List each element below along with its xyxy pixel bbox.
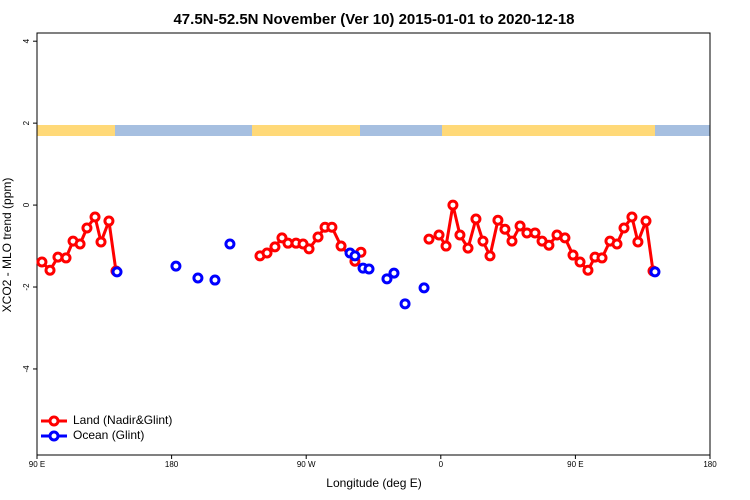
data-point: [611, 238, 623, 250]
data-point: [111, 266, 123, 278]
data-point: [529, 227, 541, 239]
y-tick-label: 4: [22, 38, 31, 43]
x-tick-label: 90 E: [29, 460, 45, 469]
data-point: [514, 220, 526, 232]
ocean-band: [360, 125, 442, 136]
data-point: [170, 260, 182, 272]
y-tick-label: -4: [22, 365, 31, 373]
ocean-band: [115, 125, 252, 136]
x-tick-label: 180: [165, 460, 179, 469]
ocean-band: [655, 125, 710, 136]
data-point: [303, 243, 315, 255]
data-point: [261, 247, 273, 259]
data-point: [192, 272, 204, 284]
data-point: [492, 214, 504, 226]
legend-marker: [48, 415, 60, 427]
data-point: [60, 252, 72, 264]
legend-label: Land (Nadir&Glint): [73, 413, 172, 427]
data-point: [335, 240, 347, 252]
data-point: [381, 273, 393, 285]
data-point: [81, 222, 93, 234]
data-point: [440, 240, 452, 252]
data-point: [470, 213, 482, 225]
chart-title: 47.5N-52.5N November (Ver 10) 2015-01-01…: [173, 11, 574, 28]
data-point: [499, 223, 511, 235]
x-tick-label: 180: [703, 460, 717, 469]
data-point: [312, 231, 324, 243]
land-band: [442, 125, 655, 136]
data-point: [326, 221, 338, 233]
data-point: [596, 252, 608, 264]
data-point: [454, 229, 466, 241]
data-point: [89, 211, 101, 223]
data-point: [36, 256, 48, 268]
y-tick-label: -2: [22, 283, 31, 291]
data-point: [388, 267, 400, 279]
land-band: [37, 125, 115, 136]
data-point: [103, 215, 115, 227]
x-axis-label: Longitude (deg E): [326, 476, 421, 490]
data-point: [559, 232, 571, 244]
data-point: [74, 238, 86, 250]
data-point: [399, 298, 411, 310]
x-tick-label: 90 W: [297, 460, 316, 469]
surface-band: [37, 125, 710, 136]
y-tick-label: 0: [22, 202, 31, 207]
data-point: [543, 239, 555, 251]
data-point: [477, 235, 489, 247]
data-point: [349, 250, 361, 262]
y-tick-label: 2: [22, 120, 31, 125]
data-point: [626, 211, 638, 223]
data-point: [423, 233, 435, 245]
data-point: [640, 215, 652, 227]
data-point: [418, 282, 430, 294]
data-point: [632, 236, 644, 248]
data-point: [44, 264, 56, 276]
data-point: [433, 229, 445, 241]
x-tick-label: 0: [439, 460, 444, 469]
data-point: [574, 256, 586, 268]
legend-marker: [48, 430, 60, 442]
data-point: [269, 241, 281, 253]
data-point: [582, 264, 594, 276]
legend-label: Ocean (Glint): [73, 428, 144, 442]
data-point: [447, 199, 459, 211]
data-point: [363, 263, 375, 275]
x-tick-label: 90 E: [567, 460, 583, 469]
data-point: [618, 222, 630, 234]
data-point: [567, 249, 579, 261]
data-point: [95, 236, 107, 248]
plot-frame: [36, 32, 711, 456]
data-point: [484, 250, 496, 262]
land-band: [252, 125, 360, 136]
data-point: [224, 238, 236, 250]
data-point: [506, 235, 518, 247]
data-point: [649, 266, 661, 278]
y-axis-label: XCO2 - MLO trend (ppm): [0, 178, 14, 313]
data-point: [209, 274, 221, 286]
data-point: [462, 242, 474, 254]
